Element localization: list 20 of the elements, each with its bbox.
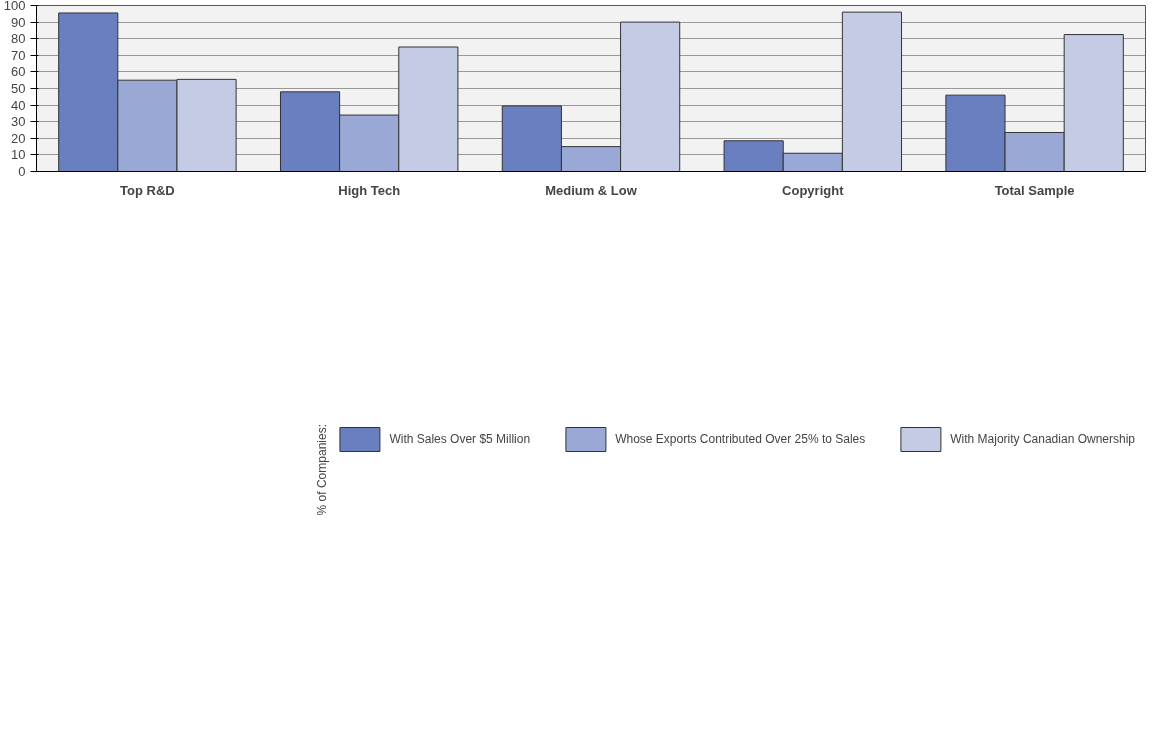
y-tick-label: 60 (11, 64, 26, 80)
y-tick-label: 10 (11, 147, 26, 163)
legend-title: % of Companies: (315, 424, 330, 516)
x-tick-label: Top R&D (120, 182, 175, 198)
x-tick-label: High Tech (338, 182, 401, 198)
y-tick-label: 30 (11, 114, 26, 130)
x-tick-label: Total Sample (994, 182, 1075, 198)
x-tick-label: Copyright (782, 182, 845, 198)
y-tick-label: 20 (11, 130, 26, 146)
legend-label: Whose Exports Contributed Over 25% to Sales (615, 432, 866, 447)
x-tick-label: Medium & Low (545, 182, 638, 198)
y-tick-label: 90 (11, 14, 26, 30)
y-tick-label: 50 (11, 81, 26, 96)
y-tick-label: 100 (3, 0, 26, 13)
y-tick-label: 40 (11, 97, 26, 113)
legend-label: With Sales Over $5 Million (389, 432, 531, 447)
legend-label: With Majority Canadian Ownership (950, 432, 1135, 447)
y-tick-label: 80 (11, 31, 26, 47)
y-tick-label: 70 (11, 47, 26, 63)
y-tick-label: 0 (18, 164, 26, 179)
